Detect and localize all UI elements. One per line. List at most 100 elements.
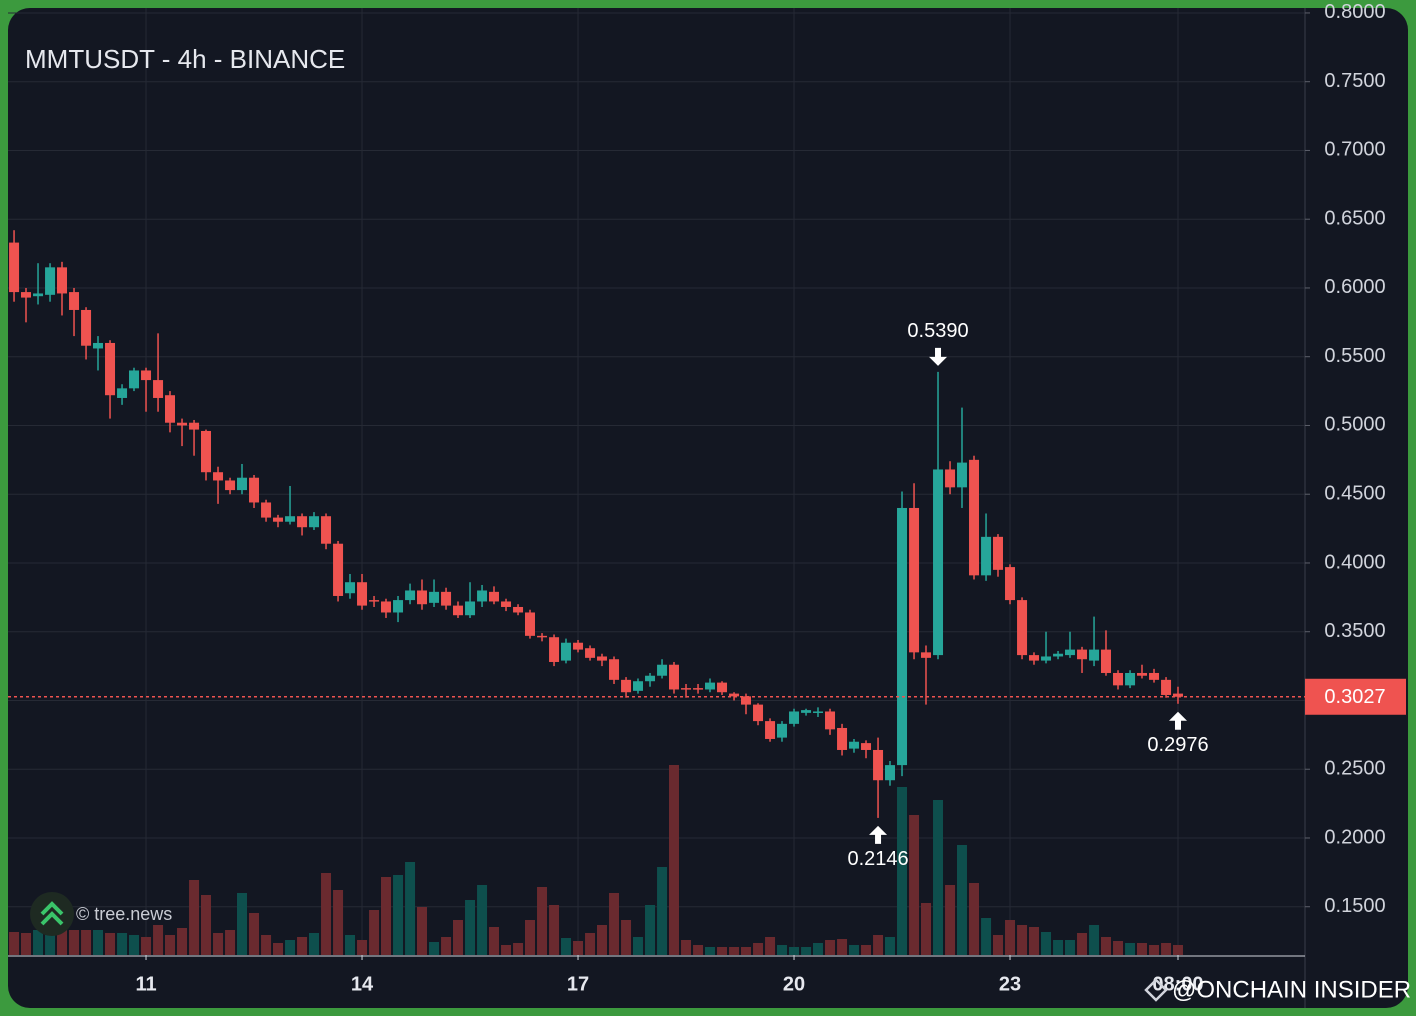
- candle-body: [981, 536, 992, 576]
- axes: 0.15000.20000.25000.30000.35000.40000.45…: [8, 1, 1406, 995]
- candle-body: [1017, 600, 1028, 656]
- volume-bar: [753, 943, 764, 955]
- volume-bar: [776, 945, 787, 955]
- volume-bar: [740, 947, 751, 955]
- x-tick-label: 23: [999, 973, 1021, 995]
- volume-bar: [357, 940, 368, 955]
- volume-bar: [128, 935, 139, 955]
- candle-body: [969, 459, 980, 576]
- volume-bar: [1149, 945, 1160, 955]
- volume-bar: [884, 937, 895, 955]
- volume-bar: [261, 935, 272, 955]
- y-tick-label: 0.2500: [1324, 758, 1385, 780]
- candle-body: [837, 727, 848, 750]
- volume-bar: [848, 945, 859, 955]
- y-tick-label: 0.5500: [1324, 345, 1385, 367]
- candle-body: [765, 721, 776, 739]
- candle-body: [740, 696, 751, 705]
- annotation-arrow: [869, 825, 888, 844]
- volume-bar: [837, 939, 848, 955]
- candle-body: [645, 675, 656, 682]
- volume-bar: [632, 937, 643, 955]
- candle-body: [452, 605, 463, 616]
- candle-body: [704, 682, 715, 690]
- candle-body: [141, 370, 152, 381]
- candle-body: [1100, 649, 1111, 673]
- candle-body: [236, 477, 247, 491]
- volume-bar: [488, 927, 499, 955]
- volume-bar: [729, 947, 740, 955]
- volume-bar: [717, 947, 728, 955]
- annotation-arrow: [1168, 711, 1187, 730]
- panel: [8, 8, 1408, 1008]
- candle-body: [945, 469, 956, 488]
- candle-body: [117, 388, 128, 398]
- volume-bar: [861, 945, 872, 955]
- volume-bar: [405, 862, 416, 955]
- candle-body: [297, 516, 308, 528]
- volume-bar: [81, 930, 92, 955]
- volume-bar: [153, 925, 164, 955]
- volume-bar: [765, 937, 776, 955]
- volume-bar: [141, 937, 152, 955]
- last-price-label: 0.3027: [1324, 686, 1385, 708]
- volume-layer: [9, 765, 1183, 955]
- candle-body: [992, 536, 1003, 570]
- candle-body: [693, 688, 704, 690]
- y-tick-label: 0.6000: [1324, 276, 1385, 298]
- candle-body: [1064, 649, 1075, 656]
- volume-bar: [537, 887, 548, 955]
- volume-bar: [56, 930, 67, 955]
- candle-body: [513, 606, 524, 613]
- candle-body: [33, 293, 44, 297]
- candle-body: [884, 765, 895, 781]
- candle-body: [537, 635, 548, 638]
- candle-body: [657, 664, 668, 676]
- volume-bar: [465, 900, 476, 955]
- volume-bar: [956, 845, 967, 955]
- volume-bar: [645, 905, 656, 955]
- candle-body: [164, 395, 175, 423]
- annotation-arrow: [929, 347, 948, 366]
- volume-bar: [1125, 943, 1136, 955]
- volume-bar: [1017, 925, 1028, 955]
- volume-bar: [117, 933, 128, 955]
- candle-body: [405, 590, 416, 601]
- x-tick-label: 20: [783, 973, 805, 995]
- candle-body: [333, 543, 344, 596]
- candle-body: [956, 462, 967, 488]
- last-price-box: [1305, 678, 1406, 715]
- candle-body: [225, 480, 236, 491]
- volume-bar: [344, 935, 355, 955]
- watermark: @ONCHAIN INSIDER: [1172, 976, 1411, 1003]
- watermark: © tree.news: [76, 904, 172, 924]
- candle-body: [909, 507, 920, 653]
- candle-body: [825, 711, 836, 730]
- candle-body: [272, 517, 283, 522]
- y-tick-label: 0.2000: [1324, 826, 1385, 848]
- volume-bar: [105, 933, 116, 955]
- y-tick-label: 0.7500: [1324, 70, 1385, 92]
- candle-body: [501, 601, 512, 607]
- volume-bar: [1041, 932, 1052, 955]
- volume-bar: [1077, 933, 1088, 955]
- volume-bar: [909, 815, 920, 955]
- volume-bar: [308, 933, 319, 955]
- candle-body: [920, 652, 931, 658]
- y-tick-label: 0.4500: [1324, 483, 1385, 505]
- volume-bar: [969, 883, 980, 955]
- volume-bar: [596, 925, 607, 955]
- candle-body: [177, 422, 188, 426]
- volume-bar: [200, 895, 211, 955]
- volume-bar: [1064, 940, 1075, 955]
- volume-bar: [549, 905, 560, 955]
- volume-bar: [585, 933, 596, 955]
- y-tick-label: 0.4000: [1324, 551, 1385, 573]
- volume-bar: [621, 920, 632, 955]
- candle-body: [621, 679, 632, 693]
- volume-bar: [369, 910, 380, 955]
- candle-body: [380, 601, 391, 613]
- volume-bar: [380, 877, 391, 955]
